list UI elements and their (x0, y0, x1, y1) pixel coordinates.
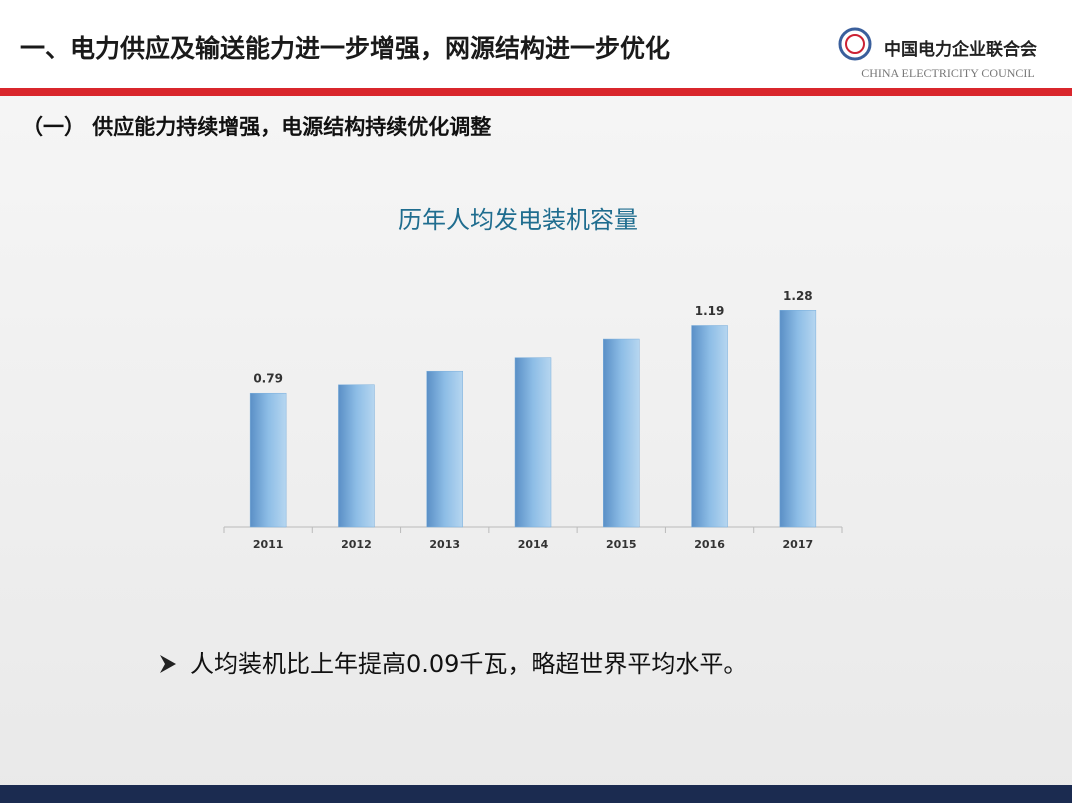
bar (779, 310, 817, 528)
bar (249, 392, 287, 528)
x-tick-label: 2013 (429, 538, 460, 551)
chart-title: 历年人均发电装机容量 (398, 206, 638, 234)
header-title: 一、电力供应及输送能力进一步增强，网源结构进一步优化 (20, 34, 670, 63)
header-band (0, 0, 1072, 88)
bullet-arrow (160, 655, 176, 673)
x-tick-label: 2012 (341, 538, 372, 551)
bar (691, 325, 728, 528)
data-label: 1.19 (695, 304, 725, 318)
bar (603, 338, 640, 528)
header-rule (0, 88, 1072, 96)
logo-english: CHINA ELECTRICITY COUNCIL (861, 66, 1035, 80)
x-tick-label: 2016 (694, 538, 725, 551)
bullet-text: 人均装机比上年提高0.09千瓦，略超世界平均水平。 (190, 650, 747, 678)
x-tick-label: 2011 (253, 538, 284, 551)
bar (426, 370, 463, 528)
data-label: 1.28 (783, 289, 813, 303)
logo-icon-inner (845, 34, 865, 54)
x-tick-label: 2017 (783, 538, 814, 551)
x-tick-label: 2014 (518, 538, 549, 551)
x-tick-label: 2015 (606, 538, 637, 551)
data-label: 0.79 (253, 372, 283, 386)
section-title: （一） 供应能力持续增强，电源结构持续优化调整 (22, 115, 491, 139)
footer-band (0, 785, 1072, 803)
bar (514, 357, 552, 528)
logo-name: 中国电力企业联合会 (884, 39, 1037, 60)
bar (338, 384, 375, 528)
logo-icon (838, 27, 872, 61)
